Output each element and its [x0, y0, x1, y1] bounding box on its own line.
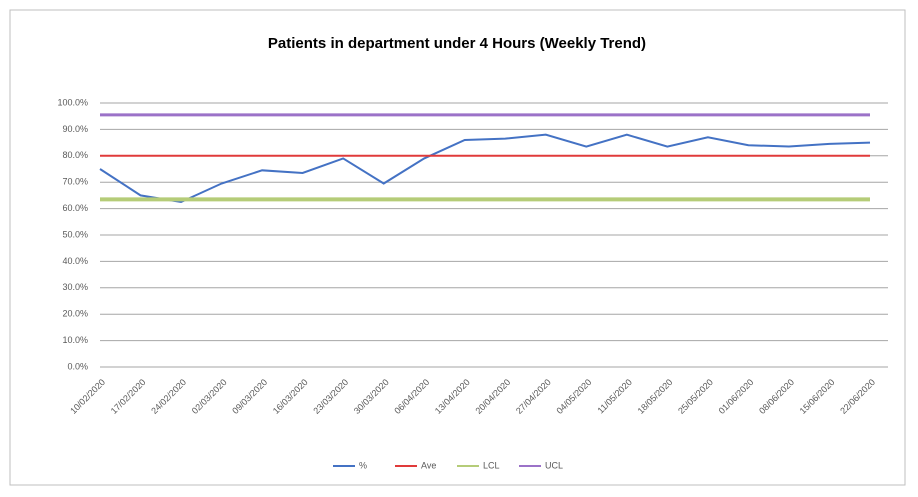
y-tick-label: 40.0% — [62, 256, 88, 266]
chart-area — [9, 9, 906, 486]
y-tick-label: 60.0% — [62, 203, 88, 213]
chart-title: Patients in department under 4 Hours (We… — [268, 35, 646, 52]
y-tick-label: 100.0% — [57, 97, 88, 107]
legend-label: UCL — [545, 460, 563, 470]
y-tick-label: 80.0% — [62, 150, 88, 160]
y-tick-label: 90.0% — [62, 124, 88, 134]
series-line — [99, 133, 871, 204]
legend-label: Ave — [421, 460, 436, 470]
y-tick-label: 0.0% — [67, 361, 88, 371]
y-tick-label: 20.0% — [62, 309, 88, 319]
y-tick-label: 50.0% — [62, 229, 88, 239]
legend-label: % — [359, 460, 367, 470]
y-tick-label: 10.0% — [62, 335, 88, 345]
y-tick-label: 70.0% — [62, 177, 88, 187]
legend-label: LCL — [483, 460, 500, 470]
y-tick-label: 30.0% — [62, 282, 88, 292]
